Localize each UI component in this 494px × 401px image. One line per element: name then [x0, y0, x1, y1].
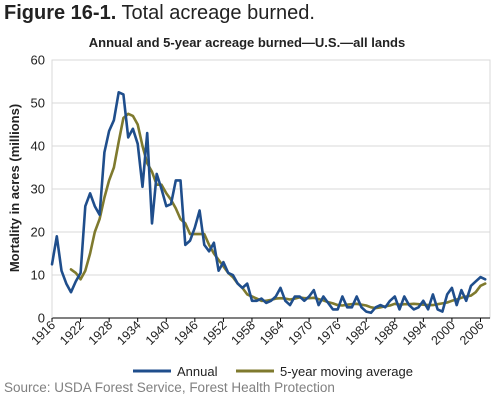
- y-tick-label: 10: [31, 268, 45, 283]
- y-tick-label: 40: [31, 139, 45, 154]
- figure-title-text: Total acreage burned.: [121, 2, 315, 24]
- y-tick-label: 0: [38, 311, 45, 326]
- x-tick-label: 1922: [57, 318, 87, 348]
- y-tick-label: 50: [31, 96, 45, 111]
- figure-title: Figure 16-1. Total acreage burned.: [4, 2, 315, 25]
- legend-label: 5-year moving average: [280, 364, 413, 379]
- x-tick-label: 1928: [86, 318, 116, 348]
- x-tick-label: 1988: [371, 318, 401, 348]
- x-tick-label: 1952: [200, 318, 230, 348]
- legend-label: Annual: [177, 364, 218, 379]
- x-tick-label: 1940: [143, 318, 173, 348]
- series-line-annual: [50, 91, 487, 315]
- x-tick-label: 2006: [457, 318, 487, 348]
- y-tick-label: 60: [31, 53, 45, 68]
- y-axis-label: Mortality in acres (millions): [7, 104, 22, 272]
- acreage-line-chart: 0102030405060191619221928193419401946195…: [7, 53, 491, 379]
- legend: Annual 5-year moving average: [133, 364, 413, 379]
- x-tick-label: 1970: [286, 318, 316, 348]
- x-tick-label: 1946: [171, 318, 201, 348]
- y-tick-label: 30: [31, 182, 45, 197]
- x-tick-label: 1994: [400, 318, 430, 348]
- series-line-moving-average: [69, 112, 487, 310]
- x-tick-label: 2000: [428, 318, 458, 348]
- source-note: Source: USDA Forest Service, Forest Heal…: [4, 380, 335, 395]
- x-tick-label: 1976: [314, 318, 344, 348]
- chart-title: Annual and 5-year acreage burned—U.S.—al…: [88, 35, 406, 50]
- x-tick-label: 1934: [114, 318, 144, 348]
- x-tick-label: 1958: [229, 318, 259, 348]
- x-tick-label: 1964: [257, 318, 287, 348]
- figure-number: Figure 16-1.: [4, 2, 117, 24]
- series-lines: [50, 91, 487, 315]
- y-tick-label: 20: [31, 225, 45, 240]
- x-tick-label: 1916: [29, 318, 59, 348]
- x-tick-label: 1982: [343, 318, 373, 348]
